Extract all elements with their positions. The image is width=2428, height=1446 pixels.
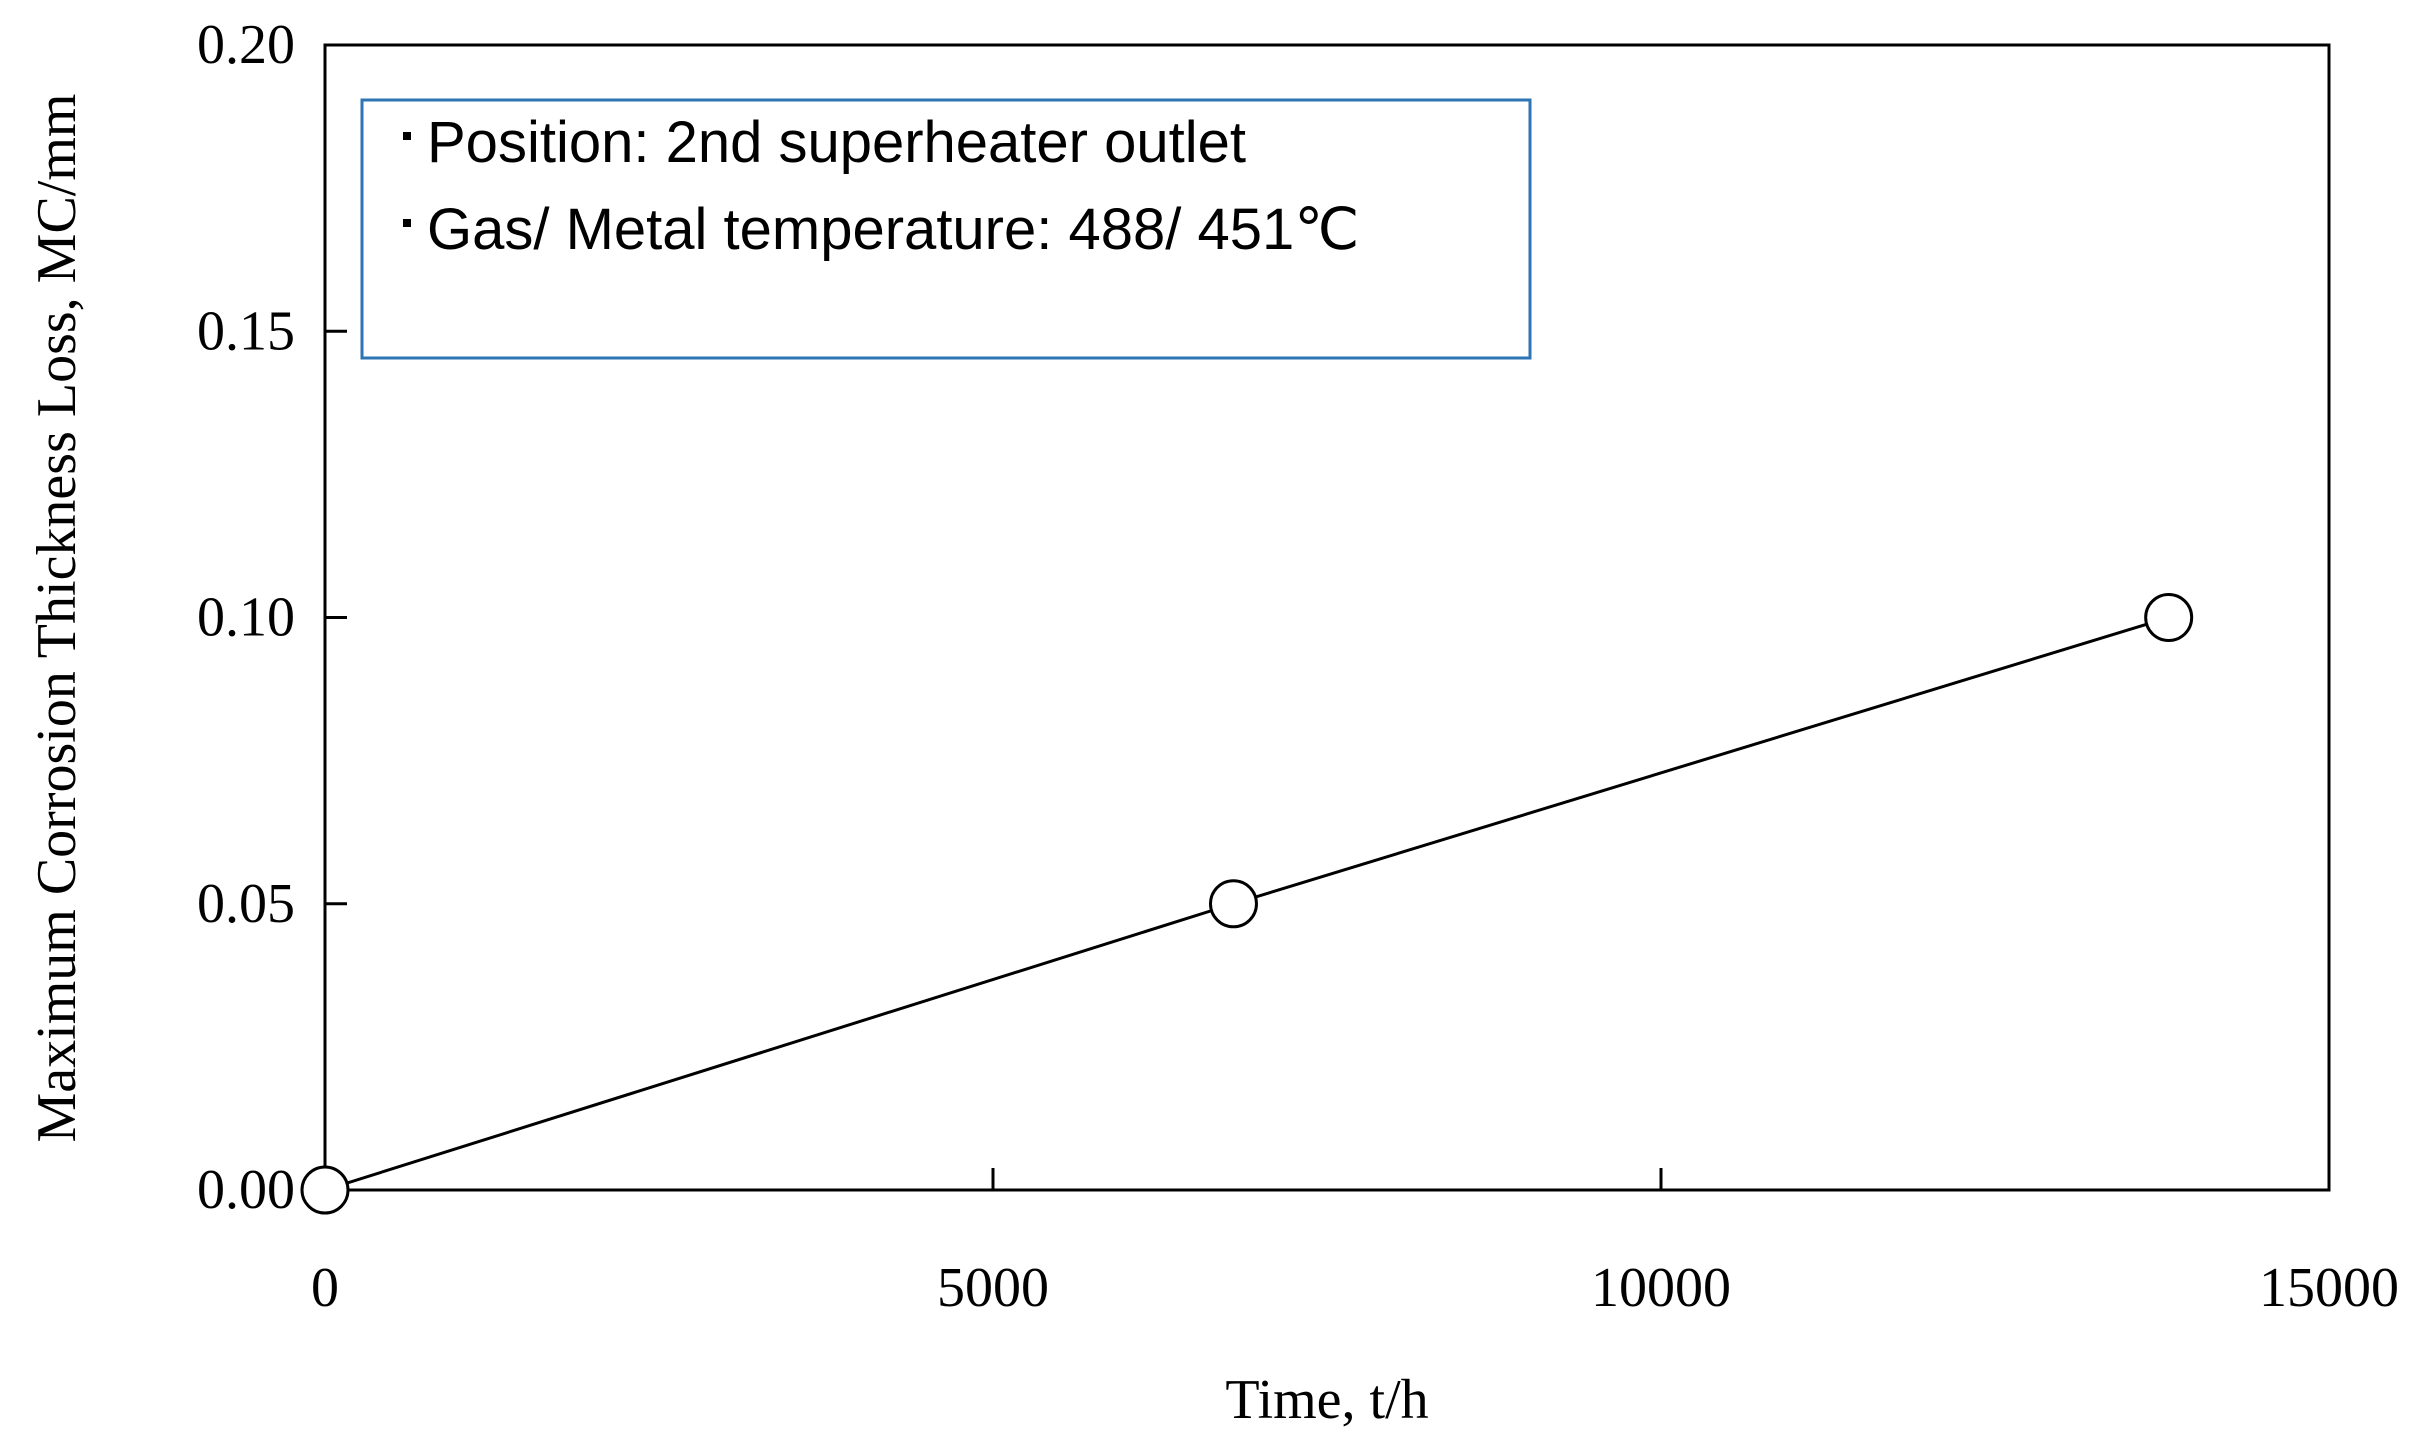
- x-tick-label: 15000: [2259, 1257, 2399, 1319]
- annotation-border: [360, 98, 1532, 360]
- data-point: [1208, 879, 1258, 929]
- y-tick-label: 0.15: [197, 300, 295, 362]
- y-tick-label: 0.20: [197, 14, 295, 76]
- annotation-bullet-2: [403, 219, 411, 227]
- x-tick-label: 0: [311, 1257, 339, 1319]
- y-tick-label: 0.05: [197, 873, 295, 935]
- y-axis-ticks: 0.00 0.05 0.10 0.15 0.20: [197, 14, 347, 1221]
- series-layer: [300, 593, 2194, 1215]
- annotation-line-2: Gas/ Metal temperature: 488/ 451℃: [427, 197, 1359, 262]
- x-tick-label: 5000: [937, 1257, 1049, 1319]
- x-axis-title: Time, t/h: [1225, 1369, 1428, 1431]
- data-point: [2144, 593, 2194, 642]
- y-tick-label: 0.10: [197, 587, 295, 649]
- annotation-bullet-1: [403, 132, 411, 140]
- x-axis-ticks: 0 5000 10000 15000: [311, 1168, 2399, 1319]
- annotation-box: Position: 2nd superheater outlet Gas/ Me…: [360, 98, 1532, 360]
- x-tick-label: 10000: [1591, 1257, 1731, 1319]
- annotation-line-1: Position: 2nd superheater outlet: [427, 110, 1246, 175]
- data-point: [300, 1165, 350, 1215]
- y-axis-title: Maximum Corrosion Thickness Loss, MC/mm: [26, 94, 88, 1143]
- y-tick-label: 0.00: [197, 1159, 295, 1221]
